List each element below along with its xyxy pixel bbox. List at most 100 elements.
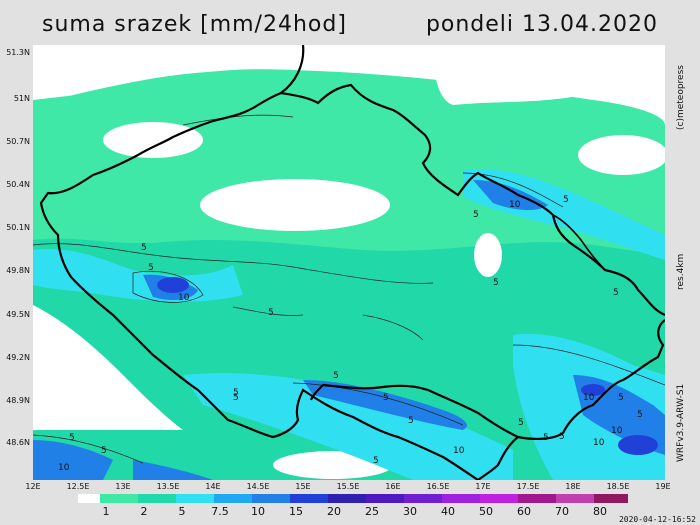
precip-band-blue: [33, 440, 113, 480]
generation-timestamp: 2020-04-12-16:52: [618, 515, 696, 524]
lon-label: 14E: [205, 482, 221, 491]
contour-value: 5: [268, 308, 274, 318]
legend-swatch: [594, 494, 628, 503]
model-label: WRFv3.9-ARW-S1: [676, 383, 686, 462]
legend-label: 20: [327, 505, 341, 518]
lon-label: 15.5E: [336, 482, 360, 491]
contour-value: 10: [58, 463, 70, 473]
contour-value: 10: [611, 426, 623, 436]
contour-lines: [33, 114, 665, 464]
contour-value: 5: [518, 418, 524, 428]
resolution-label: res.4km: [676, 253, 686, 290]
lat-label: 49.5N: [6, 310, 30, 319]
legend-label: 10: [251, 505, 265, 518]
contour-value: 5: [559, 432, 565, 442]
contour-value: 5: [148, 263, 154, 273]
dry-patch: [433, 45, 665, 105]
legend-swatch: [518, 494, 556, 503]
dry-patch: [33, 378, 113, 422]
legend-swatch: [138, 494, 176, 503]
contour-value: 5: [613, 288, 619, 298]
precipitation-map: 5 10 5 10 5 5 5 5 5 5 10 10 5 5 5 10 5 5…: [33, 45, 665, 480]
contour-value: 5: [618, 393, 624, 403]
legend-label: 30: [403, 505, 417, 518]
lon-label: 15E: [295, 482, 311, 491]
lat-label: 48.6N: [6, 438, 30, 447]
lon-label: 17E: [475, 482, 491, 491]
legend-swatch: [366, 494, 404, 503]
precip-band-blue: [133, 460, 213, 480]
map-title: suma srazek [mm/24hod]: [42, 12, 347, 37]
legend-label: 50: [479, 505, 493, 518]
lon-label: 13E: [115, 482, 131, 491]
contour-value: 5: [637, 410, 643, 420]
contour-value: 10: [178, 293, 190, 303]
contour-value-labels: 5 10 5 10 5 5 5 5 5 5 10 10 5 5 5 10 5 5…: [58, 195, 643, 473]
lon-label: 13.5E: [156, 482, 180, 491]
inner-boundary: [552, 214, 606, 271]
contour-value: 5: [373, 456, 379, 466]
legend-label: 70: [555, 505, 569, 518]
dry-patch: [578, 135, 665, 175]
contour-value: 5: [141, 243, 147, 253]
lon-label: 17.5E: [516, 482, 540, 491]
legend-swatch: [442, 494, 480, 503]
country-border: [309, 383, 519, 438]
precip-band-dark: [581, 384, 605, 396]
legend-label: 1: [102, 505, 110, 518]
legend-swatch: [176, 494, 214, 503]
legend-swatch: [290, 494, 328, 503]
legend-swatch: [404, 494, 442, 503]
lon-label: 14.5E: [246, 482, 270, 491]
lat-label: 48.9N: [6, 396, 30, 405]
legend-swatch: [214, 494, 252, 503]
contour-value: 5: [473, 210, 479, 220]
legend-label: 7.5: [211, 505, 229, 518]
precip-area-band-north: [33, 86, 232, 135]
lon-label: 18E: [565, 482, 581, 491]
dry-patch: [474, 233, 502, 277]
precipitation-legend: 1 2 5 7.5 10 15 20 25 30 40 50 60 70 80: [78, 494, 658, 524]
lat-label: 49.8N: [6, 266, 30, 275]
precip-band-dark: [618, 435, 658, 455]
lat-label: 50.4N: [6, 180, 30, 189]
legend-swatch: [100, 494, 138, 503]
legend-swatch: [480, 494, 518, 503]
precip-band-cyan: [183, 373, 513, 480]
dry-patch: [33, 45, 303, 90]
lon-label: 19E: [655, 482, 671, 491]
contour-value: 10: [509, 200, 521, 210]
contour-value: 5: [493, 278, 499, 288]
lon-label: 18.5E: [606, 482, 630, 491]
legend-label: 40: [441, 505, 455, 518]
precip-band-dark: [157, 277, 189, 293]
contour-value: 5: [383, 393, 389, 403]
contour-value: 10: [583, 393, 595, 403]
precip-band-blue: [473, 180, 548, 211]
legend-label: 25: [365, 505, 379, 518]
dry-patch: [200, 179, 390, 231]
country-border: [39, 45, 665, 480]
copyright-label: (c)meteopress: [676, 65, 686, 130]
lat-label: 49.2N: [6, 353, 30, 362]
legend-label: 2: [140, 505, 148, 518]
lon-label: 12.5E: [66, 482, 90, 491]
legend-label: 15: [289, 505, 303, 518]
legend-label: 5: [178, 505, 186, 518]
legend-swatch: [556, 494, 594, 503]
contour-value: 10: [593, 438, 605, 448]
forecast-date: pondeli 13.04.2020: [425, 12, 658, 37]
contour-value: 5: [233, 388, 239, 398]
legend-swatch: [328, 494, 366, 503]
contour-value: 5: [563, 195, 569, 205]
lat-label: 51N: [13, 94, 30, 103]
legend-label: 80: [593, 505, 607, 518]
lat-label: 50.7N: [6, 137, 30, 146]
lat-label: 50.1N: [6, 223, 30, 232]
dry-patch: [103, 122, 203, 158]
lon-label: 12E: [25, 482, 41, 491]
lon-label: 16.5E: [426, 482, 450, 491]
contour-value: 5: [233, 393, 239, 403]
contour-value: 5: [408, 416, 414, 426]
precip-band-blue: [303, 380, 467, 430]
